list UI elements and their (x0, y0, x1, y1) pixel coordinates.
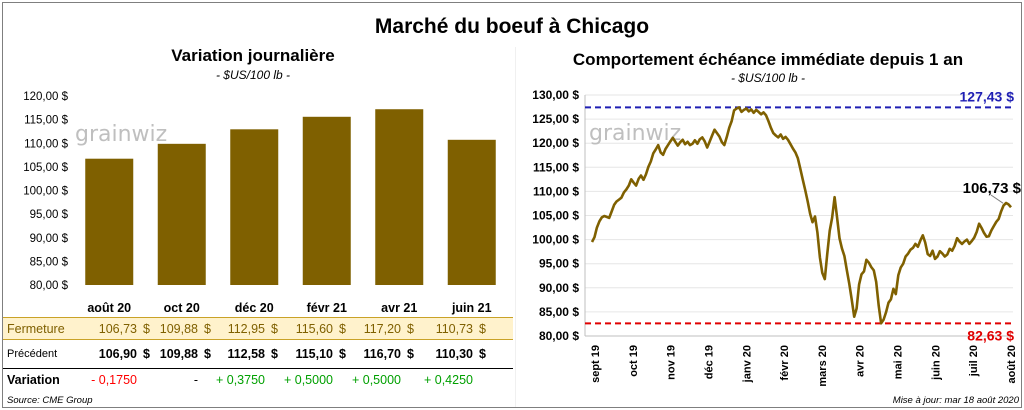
row-label: Variation (7, 373, 60, 387)
y-tick-label: 90,00 $ (30, 233, 69, 245)
max-label: 127,43 $ (960, 88, 1015, 104)
x-tick-label: août 20 (1006, 345, 1018, 384)
y-tick-label: 105,00 $ (532, 209, 579, 223)
source-note: Source: CME Group (7, 395, 93, 406)
x-tick-label: août 20 (87, 301, 131, 315)
x-tick-label: mars 20 (817, 345, 829, 387)
table-unit: $ (479, 322, 486, 336)
bar-chart: 80,00 $ 85,00 $ 90,00 $ 95,00 $ 100,00 $ 105,… (23, 91, 496, 315)
table-cell: + 0,5000 (351, 373, 401, 387)
x-tick-label: déc 20 (235, 301, 274, 315)
update-note: Mise à jour: mar 18 août 2020 (892, 395, 1019, 406)
bar (157, 143, 206, 285)
y-tick-label: 120,00 $ (23, 91, 68, 103)
y-tick-label: 85,00 $ (30, 256, 69, 268)
y-tick-label: 105,00 $ (23, 162, 68, 174)
bar (85, 158, 134, 285)
bar (230, 129, 279, 285)
y-tick-label: 110,00 $ (24, 138, 69, 150)
y-tick-label: 120,00 $ (532, 136, 579, 150)
price-line (590, 106, 1012, 325)
line-chart: 80,00 $ 85,00 $ 90,00 $ 95,00 $ 100,00 $ 105,… (532, 88, 1022, 387)
table-cell: - 0,1750 (91, 373, 137, 387)
x-tick-label: nov 19 (666, 345, 678, 380)
watermark: grainwiz (75, 122, 167, 147)
y-tick-label: 80,00 $ (539, 329, 579, 343)
table-unit: $ (339, 347, 346, 361)
bar (302, 116, 351, 285)
y-tick-label: 110,00 $ (533, 184, 579, 198)
last-leader-line (990, 194, 1004, 204)
table-cell: 109,88 (159, 347, 198, 361)
table-unit: $ (407, 347, 414, 361)
min-label: 82,63 $ (967, 327, 1014, 343)
y-tick-label: 115,00 $ (533, 160, 579, 174)
table-unit: $ (204, 322, 211, 336)
table-cell: + 0,4250 (423, 373, 473, 387)
table-unit: $ (479, 347, 486, 361)
table-cell: 115,10 (295, 347, 333, 361)
left-chart-subtitle: - $US/100 lb - (215, 68, 291, 82)
x-tick-label: avr 20 (855, 345, 867, 377)
table-unit: $ (407, 322, 414, 336)
row-label: Précédent (7, 348, 58, 360)
y-tick-label: 90,00 $ (539, 281, 579, 295)
table-cell: 115,60 (295, 322, 333, 336)
table-cell: 116,70 (363, 347, 401, 361)
table-row: Fermeture 106,73 $109,88 $112,95 $115,60 $117… (3, 317, 513, 340)
y-tick-label: 125,00 $ (532, 112, 579, 126)
y-tick-label: 95,00 $ (30, 209, 69, 221)
x-tick-label: juil 20 (968, 345, 980, 377)
table-unit: $ (339, 322, 346, 336)
page-title: Marché du boeuf à Chicago (374, 15, 650, 38)
table-cell: + 0,5000 (283, 373, 333, 387)
table-unit: $ (271, 322, 278, 336)
table-separator (3, 368, 513, 369)
y-tick-label: 115,00 $ (24, 115, 69, 127)
x-tick-label: juin 20 (930, 345, 942, 381)
table-cell: 112,95 (227, 322, 265, 336)
table-unit: $ (143, 347, 150, 361)
x-tick-label: févr 20 (779, 345, 791, 380)
x-tick-label: avr 21 (381, 301, 417, 315)
bar (375, 109, 424, 285)
bar (447, 139, 496, 285)
table-cell: 106,90 (98, 347, 137, 361)
y-tick-label: 80,00 $ (30, 280, 69, 292)
table-cell: 112,58 (227, 347, 265, 361)
watermark: grainwiz (589, 121, 681, 146)
table-row: Variation - 0,1750 - + 0,3750 + 0,5000 + 0,50… (3, 369, 513, 392)
x-tick-label: sept 19 (590, 345, 602, 383)
table-row: Précédent 106,90 $109,88 $112,58 $115,10 $116… (3, 343, 513, 366)
table-unit: $ (143, 322, 150, 336)
table-cell: + 0,3750 (215, 373, 265, 387)
table-cell: 117,20 (363, 322, 401, 336)
y-tick-label: 85,00 $ (539, 305, 579, 319)
table-cell: - (193, 373, 198, 387)
x-tick-label: janv 20 (741, 345, 753, 383)
table-unit: $ (271, 347, 278, 361)
row-label: Fermeture (7, 322, 65, 336)
y-tick-label: 95,00 $ (539, 257, 579, 271)
table-cell: 110,73 (435, 322, 473, 336)
x-tick-label: févr 21 (307, 301, 347, 315)
table-cell: 109,88 (159, 322, 198, 336)
x-tick-label: mai 20 (893, 345, 905, 379)
last-value-label: 106,73 $ (963, 180, 1022, 197)
panel-divider (515, 47, 516, 407)
x-tick-label: oct 20 (164, 301, 200, 315)
y-tick-label: 100,00 $ (23, 186, 68, 198)
right-chart-title: Comportement échéance immédiate depuis 1… (572, 50, 964, 69)
table-cell: 106,73 (98, 322, 137, 336)
right-chart-subtitle: - $US/100 lb - (730, 71, 806, 85)
x-tick-label: oct 19 (628, 345, 640, 377)
table-cell: 110,30 (435, 347, 473, 361)
left-chart-title: Variation journalière (171, 46, 335, 65)
y-tick-label: 100,00 $ (532, 233, 579, 247)
table-unit: $ (204, 347, 211, 361)
x-tick-label: juin 21 (451, 301, 492, 315)
x-tick-label: déc 19 (703, 345, 715, 379)
y-tick-label: 130,00 $ (532, 88, 579, 102)
